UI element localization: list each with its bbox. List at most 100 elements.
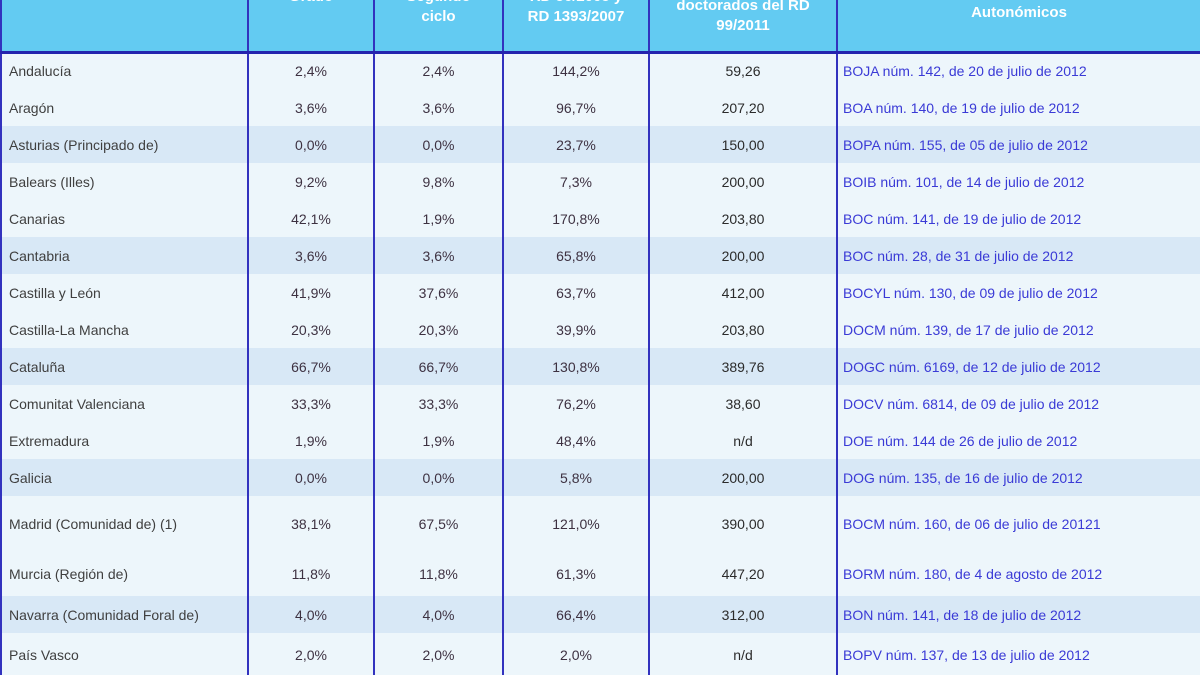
boletin-link[interactable]: BOCYL núm. 130, de 09 de julio de 2012 [843,284,1098,301]
boletin-link[interactable]: DOCM núm. 139, de 17 de julio de 2012 [843,321,1094,338]
segundo-ciclo-value-cell: 2,4% [373,52,503,89]
boletin-cell: DOCM núm. 139, de 17 de julio de 2012 [836,311,1200,348]
segundo-ciclo-value-cell: 9,8% [373,163,503,200]
region-name-cell: Murcia (Región de) [9,565,129,582]
header-segundo-ciclo-label: Segundo ciclo [406,0,470,25]
boletin-link[interactable]: DOGC núm. 6169, de 12 de julio de 2012 [843,358,1101,375]
region-name-cell: Galicia [9,469,52,486]
header-rd-label: RD 56/2005 y RD 1393/2007 [527,0,625,25]
rd-value-cell: 144,2% [502,52,649,89]
boletin-link[interactable]: BOC núm. 141, de 19 de julio de 2012 [843,210,1082,227]
rd-value-cell: 170,8% [502,200,649,237]
rd-value-cell: 65,8% [502,237,649,274]
grado-value-cell: 4,0% [247,596,374,633]
table-body: Andalucía 2,4% 2,4% 144,2% 59,26 BOJA nú… [1,52,1200,675]
header-rd: RD 56/2005 y RD 1393/2007 [502,0,649,54]
boletin-link[interactable]: BOIB núm. 101, de 14 de julio de 2012 [843,173,1085,190]
grado-value-cell: 1,9% [247,422,374,459]
table-row: Extremadura 1,9% 1,9% 48,4% n/d DOE núm.… [1,422,1200,459]
region-name-cell: Navarra (Comunidad Foral de) [9,606,199,623]
region-name-cell: Madrid (Comunidad de) (1) [9,515,178,532]
header-region [1,0,248,54]
segundo-ciclo-value-cell: 66,7% [373,348,503,385]
rd-value-cell: 5,8% [502,459,649,496]
boletin-link[interactable]: DOE núm. 144 de 26 de julio de 2012 [843,432,1078,449]
table-row: Navarra (Comunidad Foral de) 4,0% 4,0% 6… [1,596,1200,633]
region-name-cell: Cataluña [9,358,66,375]
region-name-cell: País Vasco [9,646,79,663]
table-row: Comunitat Valenciana 33,3% 33,3% 76,2% 3… [1,385,1200,422]
doctorados-value-cell: 389,76 [648,348,837,385]
segundo-ciclo-value-cell: 0,0% [373,126,503,163]
table-row: Asturias (Principado de) 0,0% 0,0% 23,7%… [1,126,1200,163]
rd-value-cell: 121,0% [502,496,649,551]
table-row: Andalucía 2,4% 2,4% 144,2% 59,26 BOJA nú… [1,52,1200,89]
doctorados-value-cell: 200,00 [648,459,837,496]
doctorados-value-cell: 312,00 [648,596,837,633]
boletin-cell: DOE núm. 144 de 26 de julio de 2012 [836,422,1200,459]
grado-value-cell: 2,0% [247,633,374,675]
doctorados-value-cell: n/d [648,633,837,675]
grado-value-cell: 42,1% [247,200,374,237]
region-name-cell: Comunitat Valenciana [9,395,145,412]
grado-value-cell: 2,4% [247,52,374,89]
boletin-cell: BON núm. 141, de 18 de julio de 2012 [836,596,1200,633]
rd-value-cell: 2,0% [502,633,649,675]
boletin-link[interactable]: BOA núm. 140, de 19 de julio de 2012 [843,99,1080,116]
segundo-ciclo-value-cell: 0,0% [373,459,503,496]
boletin-cell: BOA núm. 140, de 19 de julio de 2012 [836,89,1200,126]
rd-value-cell: 76,2% [502,385,649,422]
rd-value-cell: 66,4% [502,596,649,633]
boletin-link[interactable]: BORM núm. 180, de 4 de agosto de 2012 [843,565,1103,582]
segundo-ciclo-value-cell: 33,3% [373,385,503,422]
grado-value-cell: 9,2% [247,163,374,200]
boletin-cell: BOJA núm. 142, de 20 de julio de 2012 [836,52,1200,89]
boletin-cell: DOCV núm. 6814, de 09 de julio de 2012 [836,385,1200,422]
header-boletines-label: Autonómicos [971,4,1067,21]
boletin-link[interactable]: DOG núm. 135, de 16 de julio de 2012 [843,469,1083,486]
table-row: Madrid (Comunidad de) (1) 38,1% 67,5% 12… [1,496,1200,551]
boletin-cell: BOC núm. 141, de 19 de julio de 2012 [836,200,1200,237]
rd-value-cell: 96,7% [502,89,649,126]
rd-value-cell: 48,4% [502,422,649,459]
table-row: Castilla-La Mancha 20,3% 20,3% 39,9% 203… [1,311,1200,348]
boletin-link[interactable]: BOC núm. 28, de 31 de julio de 2012 [843,247,1074,264]
boletin-link[interactable]: BON núm. 141, de 18 de julio de 2012 [843,606,1082,623]
boletin-cell: BOPV núm. 137, de 13 de julio de 2012 [836,633,1200,675]
segundo-ciclo-value-cell: 67,5% [373,496,503,551]
region-name-cell: Andalucía [9,63,72,80]
region-name-cell: Aragón [9,99,55,116]
table-row: Cantabria 3,6% 3,6% 65,8% 200,00 BOC núm… [1,237,1200,274]
boletin-link[interactable]: BOPV núm. 137, de 13 de julio de 2012 [843,646,1090,663]
header-doctorados: doctorados del RD 99/2011 [648,0,837,54]
boletin-cell: BOIB núm. 101, de 14 de julio de 2012 [836,163,1200,200]
boletin-link[interactable]: DOCV núm. 6814, de 09 de julio de 2012 [843,395,1100,412]
segundo-ciclo-value-cell: 1,9% [373,200,503,237]
region-name-cell: Castilla-La Mancha [9,321,129,338]
region-name-cell: Cantabria [9,247,70,264]
segundo-ciclo-value-cell: 2,0% [373,633,503,675]
boletin-link[interactable]: BOPA núm. 155, de 05 de julio de 2012 [843,136,1088,153]
region-name-cell: Canarias [9,210,66,227]
doctorados-value-cell: 390,00 [648,496,837,551]
header-grado-label: Grado [253,0,369,7]
segundo-ciclo-value-cell: 3,6% [373,237,503,274]
doctorados-value-cell: 59,26 [648,52,837,89]
doctorados-value-cell: 200,00 [648,237,837,274]
grado-value-cell: 38,1% [247,496,374,551]
boletin-cell: BORM núm. 180, de 4 de agosto de 2012 [836,551,1200,596]
table-row: Castilla y León 41,9% 37,6% 63,7% 412,00… [1,274,1200,311]
table-row: Cataluña 66,7% 66,7% 130,8% 389,76 DOGC … [1,348,1200,385]
grado-value-cell: 0,0% [247,459,374,496]
segundo-ciclo-value-cell: 3,6% [373,89,503,126]
header-row: Grado Segundo ciclo RD 56/2005 y RD 1393… [1,0,1200,54]
header-doctorados-label: doctorados del RD 99/2011 [676,0,810,34]
boletin-link[interactable]: BOJA núm. 142, de 20 de julio de 2012 [843,63,1087,80]
grado-value-cell: 33,3% [247,385,374,422]
boletin-link[interactable]: BOCM núm. 160, de 06 de julio de 20121 [843,515,1101,532]
region-name-cell: Asturias (Principado de) [9,136,159,153]
grado-value-cell: 41,9% [247,274,374,311]
grado-value-cell: 20,3% [247,311,374,348]
doctorados-value-cell: 207,20 [648,89,837,126]
header-boletines-autonomicos: Autonómicos [836,0,1200,54]
